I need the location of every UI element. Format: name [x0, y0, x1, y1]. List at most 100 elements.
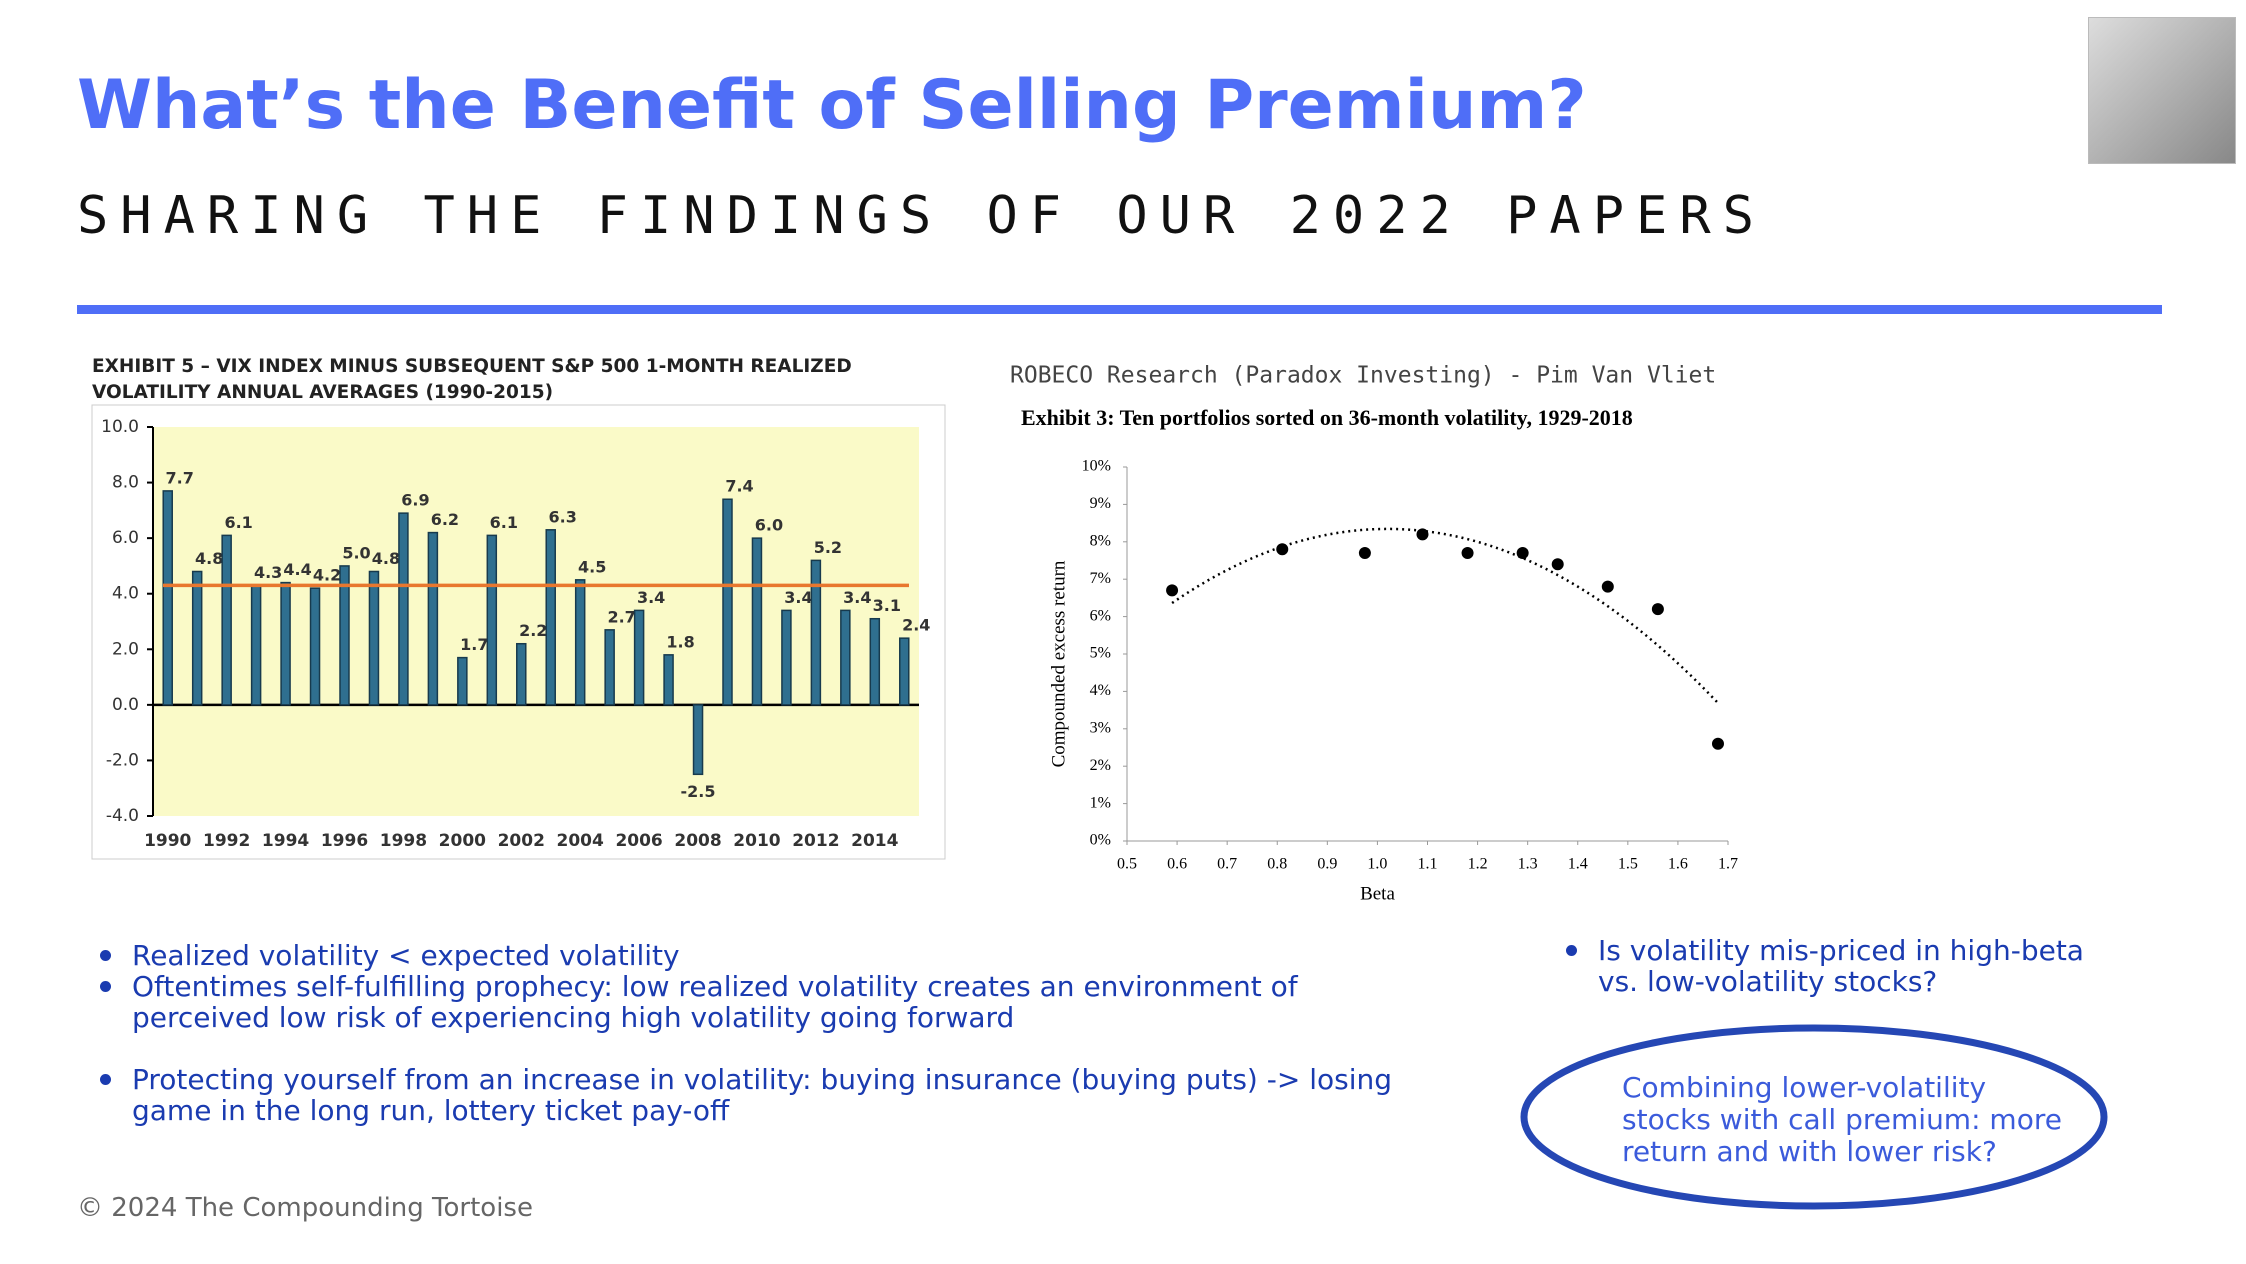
- y-tick-label: 0.0: [112, 695, 139, 715]
- bar: [722, 498, 733, 706]
- value-label: 7.7: [166, 468, 194, 487]
- point: [1551, 558, 1564, 571]
- right-bullets: Is volatility mis-priced in high-beta vs…: [1566, 935, 2126, 997]
- bullet: Is volatility mis-priced in high-beta vs…: [1566, 935, 2126, 997]
- y-tick-label: 10%: [1082, 458, 1111, 475]
- x-tick-label: 1998: [380, 831, 427, 851]
- point: [1358, 547, 1371, 560]
- value-label: 3.4: [637, 588, 665, 607]
- bar: [427, 531, 439, 706]
- y-tick-label: 1%: [1090, 794, 1111, 811]
- value-label: 3.4: [843, 588, 871, 607]
- value-label: -2.5: [681, 782, 716, 801]
- bar: [191, 570, 203, 706]
- bar: [751, 537, 763, 706]
- x-tick-label: 0.5: [1117, 856, 1137, 873]
- x-tick-label: 0.6: [1167, 856, 1187, 873]
- bar: [574, 579, 586, 706]
- bar: [781, 609, 792, 706]
- x-tick-label: 2000: [439, 831, 486, 851]
- logo: [2088, 17, 2236, 164]
- point: [1416, 528, 1429, 541]
- bar: [810, 559, 822, 706]
- bar: [368, 570, 380, 706]
- callout-ellipse: [1520, 1024, 2108, 1210]
- slide-subtitle: SHARING THE FINDINGS OF OUR 2022 PAPERS: [77, 186, 1766, 246]
- x-tick-label: 1994: [262, 831, 309, 851]
- bar: [162, 490, 173, 706]
- bar: [692, 704, 704, 776]
- x-tick-label: 1992: [203, 831, 250, 851]
- value-label: 2.4: [902, 616, 930, 635]
- y-tick-label: 6%: [1090, 607, 1111, 624]
- x-tick-label: 1.5: [1618, 856, 1638, 873]
- value-label: 4.4: [283, 560, 311, 579]
- y-tick-label: 4.0: [112, 584, 139, 604]
- point: [1516, 547, 1529, 560]
- x-tick-label: 1.1: [1418, 856, 1438, 873]
- y-tick-label: 2.0: [112, 639, 139, 659]
- value-label: 3.1: [873, 596, 901, 615]
- point: [1651, 603, 1664, 616]
- point: [1276, 543, 1289, 556]
- bar: [899, 637, 910, 706]
- value-label: 4.5: [578, 557, 606, 576]
- x-tick-label: 1990: [144, 831, 191, 851]
- bar: [633, 609, 645, 706]
- x-axis-label: Beta: [1360, 883, 1395, 904]
- bar: [309, 587, 321, 706]
- y-tick-label: 6.0: [112, 528, 139, 548]
- point: [1461, 547, 1474, 560]
- value-label: 7.4: [725, 477, 753, 496]
- value-label: 5.2: [814, 538, 842, 557]
- bar: [663, 654, 674, 706]
- x-tick-label: 1.0: [1367, 856, 1387, 873]
- x-tick-label: 2002: [498, 831, 545, 851]
- bar: [545, 529, 556, 706]
- bullet: Oftentimes self-fulfilling prophecy: low…: [100, 971, 1400, 1033]
- bar: [604, 629, 615, 706]
- y-tick-label: 10.0: [101, 417, 139, 437]
- value-label: 3.4: [784, 588, 812, 607]
- value-label: 6.1: [224, 513, 252, 532]
- value-label: 2.2: [519, 621, 547, 640]
- value-label: 4.3: [254, 563, 282, 582]
- slide-title: What’s the Benefit of Selling Premium?: [77, 66, 1587, 145]
- bullet: Protecting yourself from an increase in …: [100, 1064, 1400, 1126]
- y-tick-label: 4%: [1090, 682, 1111, 699]
- x-tick-label: 2006: [615, 831, 662, 851]
- footer: © 2024 The Compounding Tortoise: [77, 1193, 533, 1223]
- x-tick-label: 0.9: [1317, 856, 1337, 873]
- x-tick-label: 2010: [733, 831, 780, 851]
- bar: [339, 565, 350, 706]
- y-tick-label: 3%: [1090, 719, 1111, 736]
- value-label: 1.8: [666, 632, 694, 651]
- y-tick-label: 8.0: [112, 473, 139, 493]
- x-tick-label: 1.6: [1668, 856, 1688, 873]
- value-label: 6.2: [431, 510, 459, 529]
- bar: [869, 617, 881, 706]
- x-tick-label: 2012: [792, 831, 839, 851]
- bar: [840, 609, 851, 706]
- value-label: 6.9: [401, 491, 429, 510]
- y-tick-label: 2%: [1090, 757, 1111, 774]
- trendline: [1171, 527, 1719, 704]
- value-label: 5.0: [342, 543, 370, 562]
- value-label: 2.7: [607, 607, 635, 626]
- bar: [457, 656, 468, 706]
- y-tick-label: 7%: [1090, 570, 1111, 587]
- value-label: 6.1: [490, 513, 518, 532]
- x-tick-label: 2004: [557, 831, 604, 851]
- value-label: 1.7: [460, 635, 488, 654]
- y-tick-label: 8%: [1090, 532, 1111, 549]
- y-axis-label: Compounded excess return: [1048, 560, 1069, 767]
- bar: [250, 584, 262, 706]
- bar: [221, 534, 232, 706]
- value-label: 4.8: [372, 549, 400, 568]
- x-tick-label: 1.3: [1518, 856, 1538, 873]
- x-tick-label: 1.2: [1468, 856, 1488, 873]
- bullet: Realized volatility < expected volatilit…: [100, 940, 1400, 971]
- value-label: 6.3: [549, 507, 577, 526]
- chart-title: Exhibit 3: Ten portfolios sorted on 36-m…: [1021, 405, 1633, 430]
